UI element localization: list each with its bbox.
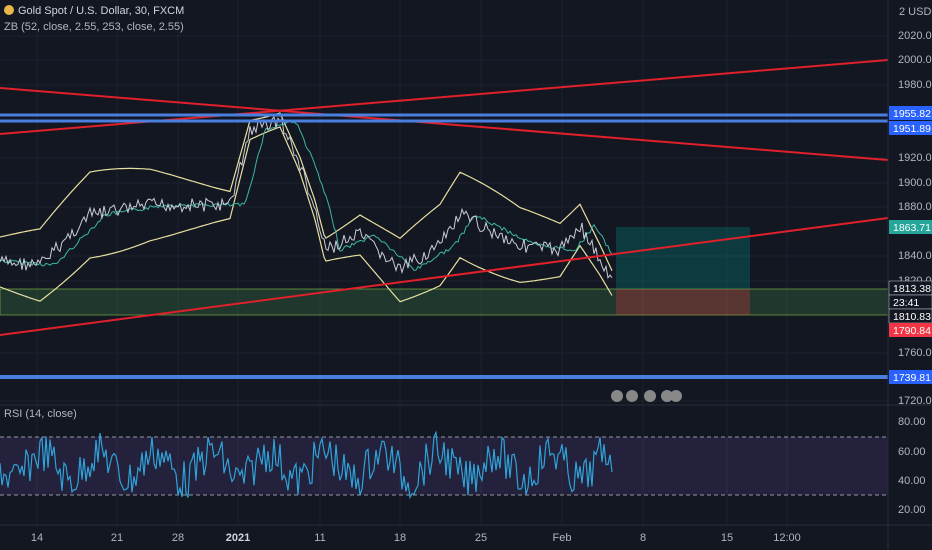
- support-zone: [0, 288, 889, 316]
- price-tag: [889, 323, 932, 337]
- event-icons: [611, 390, 682, 402]
- time-label: 21: [111, 532, 123, 544]
- time-label: 2021: [226, 532, 250, 544]
- time-label: 25: [475, 532, 487, 544]
- symbol-icon: [4, 5, 14, 15]
- price-label: 1720.00: [898, 395, 932, 407]
- price-label: 1760.00: [898, 347, 932, 359]
- rsi-label: 20.00: [898, 504, 926, 516]
- time-label: 28: [172, 532, 184, 544]
- price-tag-text: 23:41: [893, 297, 919, 309]
- rsi-label: 60.00: [898, 446, 926, 458]
- time-label: 14: [31, 532, 43, 544]
- currency-label: 2 USD: [899, 6, 931, 18]
- indicator-label: ZB (52, close, 2.55, 253, close, 2.55): [4, 21, 184, 33]
- time-label: 12:00: [773, 532, 801, 544]
- price-label: 1900.00: [898, 177, 932, 189]
- price-tag-text: 1955.82: [893, 108, 931, 120]
- time-label: 8: [640, 532, 646, 544]
- trend-line: [0, 87, 889, 161]
- price-label: 1920.00: [898, 152, 932, 164]
- band-lower: [0, 126, 613, 303]
- price-tag-text: 1790.84: [893, 325, 931, 337]
- price-tag-text: 1951.89: [893, 123, 931, 135]
- target-zone: [616, 227, 750, 289]
- price-tag-text: 1739.81: [893, 372, 931, 384]
- time-label: 18: [394, 532, 406, 544]
- price-label: 1880.00: [898, 201, 932, 213]
- price-tag: [889, 370, 932, 384]
- price-tag-text: 1813.38: [893, 283, 931, 295]
- price-line: [0, 115, 613, 280]
- price-label: 2020.00: [898, 30, 932, 42]
- rsi-label: 80.00: [898, 416, 926, 428]
- rsi-title: RSI (14, close): [4, 408, 77, 420]
- rsi-label: 40.00: [898, 475, 926, 487]
- band-upper: [0, 112, 613, 271]
- price-label: 1980.00: [898, 79, 932, 91]
- price-tag-text: 1863.71: [893, 222, 931, 234]
- symbol-title: Gold Spot / U.S. Dollar, 30, FXCM: [18, 5, 184, 17]
- time-label: 15: [721, 532, 733, 544]
- price-tag: [889, 106, 932, 120]
- rsi-series: [0, 430, 613, 500]
- stop-zone: [616, 289, 750, 315]
- price-series: [0, 112, 613, 303]
- price-tag-text: 1810.83: [893, 311, 931, 323]
- price-tag: [889, 121, 932, 135]
- price-label: 2000.00: [898, 54, 932, 66]
- price-label: 1840.00: [898, 250, 932, 262]
- trend-line: [0, 217, 889, 336]
- price-tag: [889, 220, 932, 234]
- rsi-line: [0, 430, 613, 500]
- time-label: Feb: [553, 532, 572, 544]
- time-label: 11: [314, 532, 325, 544]
